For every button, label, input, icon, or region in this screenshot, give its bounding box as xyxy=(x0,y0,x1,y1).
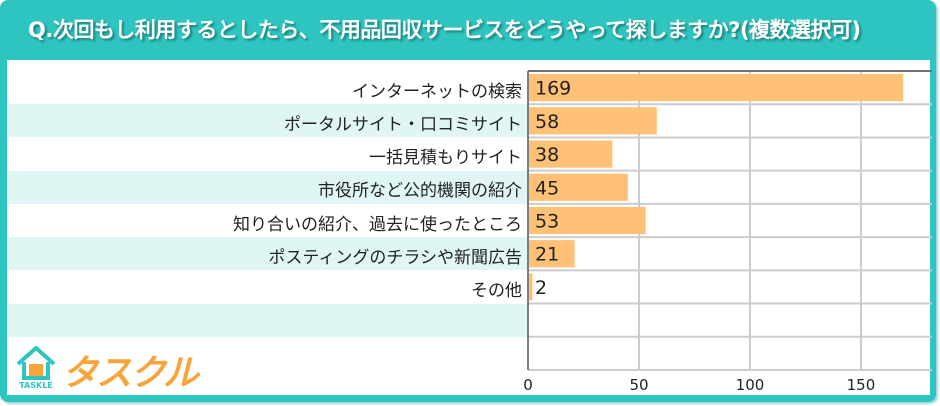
data-label: 53 xyxy=(535,211,559,233)
bar xyxy=(529,240,575,268)
row-stripe xyxy=(8,237,528,271)
category-label: ポスティングのチラシや新聞広告 xyxy=(268,247,522,268)
data-label: 21 xyxy=(535,244,559,266)
row-stripe xyxy=(8,303,528,337)
house-logo-icon: TASKLE xyxy=(16,346,56,390)
data-label: 169 xyxy=(535,78,571,100)
category-label: 市役所など公的機関の紹介 xyxy=(318,181,522,202)
category-label: その他 xyxy=(471,280,522,301)
data-label: 58 xyxy=(535,111,559,133)
bar xyxy=(529,107,657,135)
x-tick-label: 100 xyxy=(736,376,765,394)
category-label: 知り合いの紹介、過去に使ったところ xyxy=(233,214,522,235)
bar xyxy=(529,206,646,235)
row-stripe xyxy=(8,104,528,138)
logo-text: タスクル xyxy=(62,353,199,394)
logo-sub-text: TASKLE xyxy=(19,381,53,390)
data-label: 2 xyxy=(535,277,547,299)
category-label: ポータルサイト・口コミサイト xyxy=(284,114,522,135)
data-label: 38 xyxy=(535,144,559,166)
x-tick-label: 50 xyxy=(629,376,648,394)
x-tick-label: 0 xyxy=(523,376,533,394)
x-tick-label: 150 xyxy=(847,376,876,394)
data-label: 45 xyxy=(535,177,559,199)
row-stripe xyxy=(8,170,528,204)
bar xyxy=(529,173,628,201)
category-label: インターネットの検索 xyxy=(352,81,522,102)
chart-title: Q.次回もし利用するとしたら、不用品回収サービスをどうやって探しますか?(複数選… xyxy=(28,18,861,42)
bar xyxy=(529,74,904,102)
category-label: 一括見積もりサイト xyxy=(369,148,522,169)
bar xyxy=(529,273,533,301)
bar xyxy=(529,140,613,168)
